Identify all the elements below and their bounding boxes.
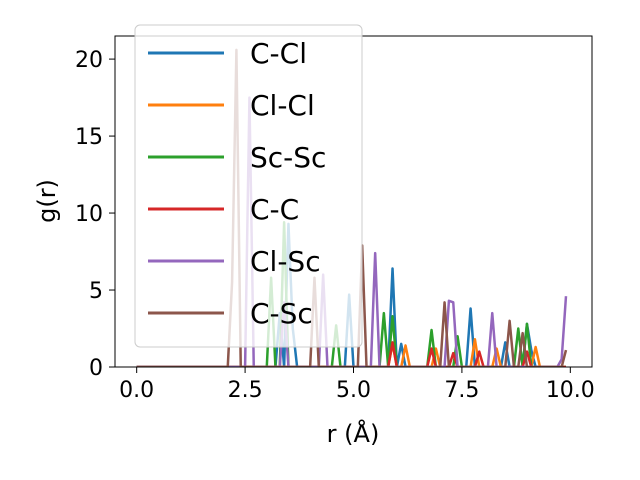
x-tick-label: 10.0 [546,378,595,403]
legend-label: Sc-Sc [250,141,326,174]
series-line-cl-sc [136,96,568,367]
legend: C-Cl Cl-Cl Sc-Sc C-C Cl-Sc C-Sc [134,24,363,348]
legend-label: C-C [250,193,299,226]
legend-label: C-Sc [250,297,313,330]
x-axis: 0.0 2.5 5.0 7.5 10.0 [119,367,595,403]
legend-label: Cl-Cl [250,89,315,122]
x-tick-label: 7.5 [444,378,479,403]
y-tick-label: 10 [75,202,103,227]
y-tick-label: 20 [75,48,103,73]
x-tick-label: 0.0 [119,378,154,403]
legend-label: Cl-Sc [250,245,321,278]
y-tick-label: 5 [89,279,103,304]
y-tick-label: 15 [75,125,103,150]
legend-label: C-Cl [250,37,307,70]
y-axis-label: g(r) [33,179,61,223]
y-tick-label: 0 [89,356,103,381]
x-tick-label: 2.5 [228,378,263,403]
y-axis: 0 5 10 15 20 [75,48,115,381]
x-axis-label: r (Å) [327,419,380,448]
legend-box [134,24,363,348]
x-tick-label: 5.0 [336,378,371,403]
series-line-cl-cl [136,338,566,367]
